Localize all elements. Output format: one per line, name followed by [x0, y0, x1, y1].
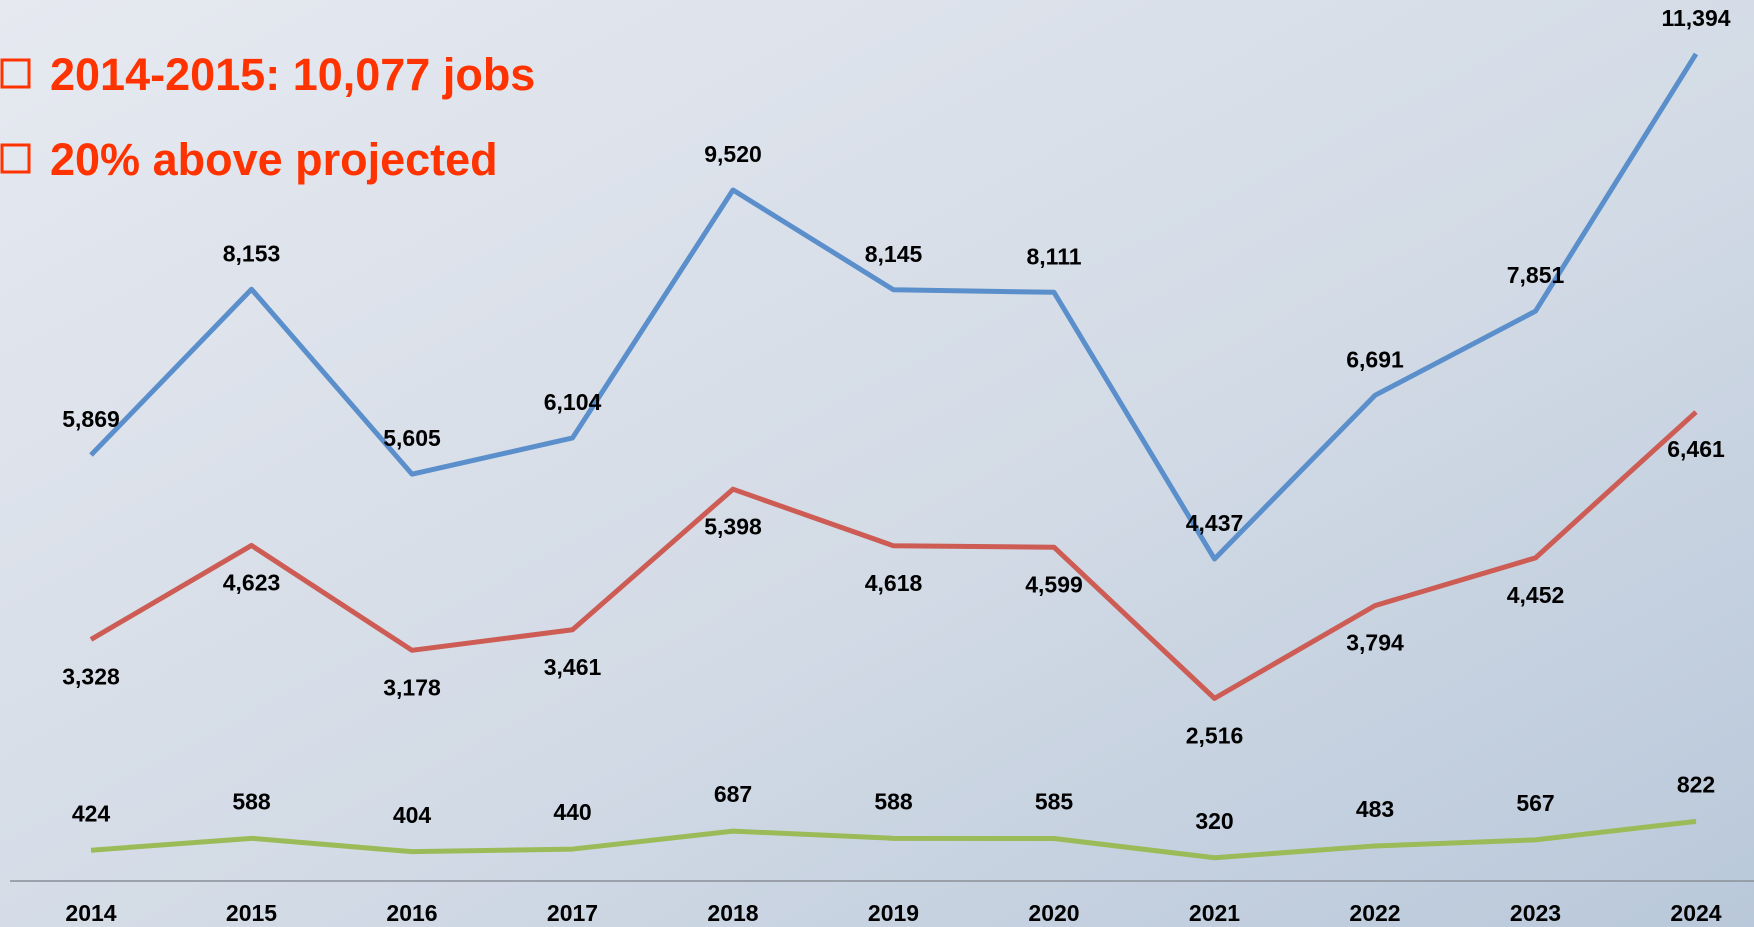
data-label: 588: [874, 788, 913, 814]
data-label: 2,516: [1186, 722, 1244, 748]
data-label: 4,623: [223, 570, 281, 596]
data-label: 5,605: [383, 425, 441, 451]
data-label: 4,437: [1186, 510, 1244, 536]
annotation: 2014-2015: 10,077 jobs: [50, 49, 535, 100]
data-label: 3,328: [62, 664, 120, 690]
data-label: 3,178: [383, 674, 441, 700]
data-label: 4,452: [1507, 582, 1565, 608]
data-label: 3,794: [1346, 630, 1404, 656]
x-tick-label: 2022: [1349, 900, 1400, 926]
data-label: 11,394: [1661, 5, 1730, 31]
data-label: 320: [1195, 808, 1233, 834]
data-label: 8,145: [865, 241, 923, 267]
data-label: 424: [72, 800, 111, 826]
data-label: 5,398: [704, 513, 762, 539]
x-tick-label: 2020: [1028, 900, 1079, 926]
data-label: 6,691: [1346, 346, 1404, 372]
x-tick-label: 2023: [1510, 900, 1561, 926]
data-label: 9,520: [704, 141, 762, 167]
data-label: 404: [393, 802, 432, 828]
x-tick-label: 2015: [226, 900, 277, 926]
data-label: 483: [1356, 796, 1394, 822]
bullet: [0, 143, 31, 174]
x-tick-label: 2019: [868, 900, 919, 926]
data-label: 3,461: [544, 654, 602, 680]
series-line: [89, 410, 1698, 701]
data-label: 4,618: [865, 570, 923, 596]
data-label: 4,599: [1025, 571, 1083, 597]
data-label: 8,111: [1026, 243, 1081, 269]
data-label: 585: [1035, 789, 1074, 815]
x-tick-label: 2018: [707, 900, 758, 926]
data-label: 8,153: [223, 240, 281, 266]
bullet: [0, 58, 31, 89]
x-tick-label: 2021: [1189, 900, 1240, 926]
x-tick-label: 2016: [386, 900, 437, 926]
series-line: [90, 818, 1697, 861]
data-label: 687: [714, 781, 752, 807]
x-tick-label: 2014: [65, 900, 116, 926]
data-label: 440: [553, 799, 591, 825]
data-label: 6,461: [1667, 436, 1725, 462]
x-tick-label: 2024: [1670, 900, 1721, 926]
data-label: 567: [1516, 790, 1554, 816]
data-label: 588: [232, 788, 271, 814]
data-label: 5,869: [62, 406, 120, 432]
data-label: 6,104: [544, 389, 602, 415]
series-line: [89, 52, 1699, 562]
data-label: 7,851: [1507, 262, 1565, 288]
x-tick-label: 2017: [547, 900, 598, 926]
annotation: 20% above projected: [50, 134, 498, 185]
data-label: 822: [1677, 771, 1715, 797]
